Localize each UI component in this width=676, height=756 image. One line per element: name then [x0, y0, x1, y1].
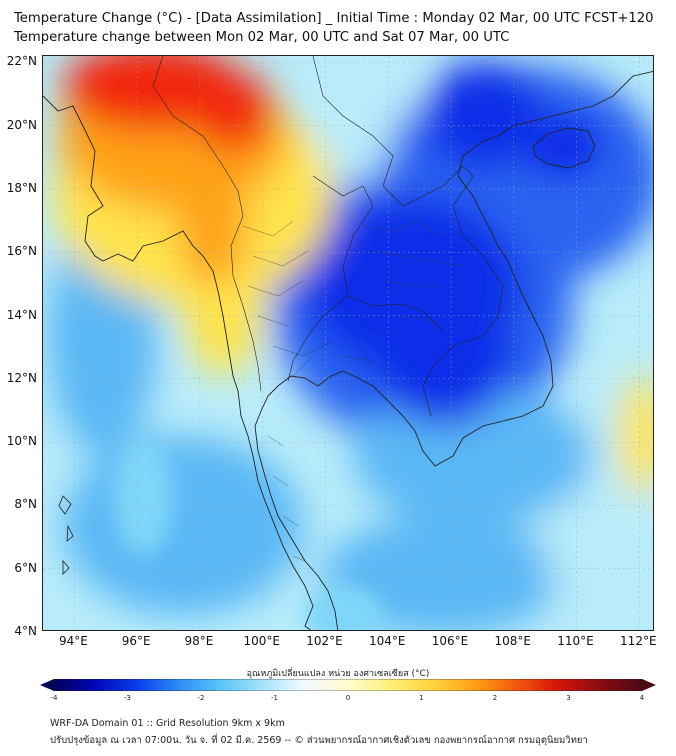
field-layer	[43, 56, 653, 630]
field-blob	[113, 436, 173, 556]
lat-tick-label: 10°N	[6, 434, 37, 449]
colorbar-label: อุณหภูมิเปลี่ยนแปลง หน่วย องศาเซลเซียส (…	[246, 669, 430, 679]
field-blob	[178, 166, 248, 286]
colorbar-bar	[53, 679, 643, 691]
lon-tick-label: 94°E	[58, 634, 88, 648]
coastline-island	[58, 495, 74, 575]
colorbar-tick-label: 2	[492, 694, 498, 702]
colorbar-tick-label: -3	[124, 694, 131, 702]
lon-tick-label: 102°E	[306, 634, 343, 648]
lat-tick-label: 16°N	[6, 244, 37, 259]
lat-tick-label: 22°N	[6, 54, 37, 69]
lon-tick-label: 96°E	[121, 634, 151, 648]
colorbar-extend-high	[642, 679, 656, 691]
footer-credits: ปรับปรุงข้อมูล ณ เวลา 07:00น. วัน จ. ที่…	[50, 735, 588, 746]
lat-tick-label: 8°N	[14, 497, 37, 512]
field-blob	[111, 216, 191, 296]
lat-tick-label: 12°N	[6, 370, 37, 385]
lon-tick-label: 106°E	[431, 634, 469, 648]
field-blob	[63, 436, 303, 616]
field-blob	[618, 376, 653, 496]
map-subtitle: Temperature change between Mon 02 Mar, 0…	[14, 30, 510, 45]
coastlines-and-borders	[43, 56, 653, 630]
field-blob	[303, 586, 383, 630]
lon-tick-label: 112°E	[620, 634, 657, 648]
coastline-mainland	[43, 70, 653, 630]
colorbar-tick-label: -2	[197, 694, 205, 702]
field-blob	[353, 386, 593, 526]
map-title: Temperature Change (°C) - [Data Assimila…	[14, 11, 654, 26]
lat-tick-label: 20°N	[6, 117, 37, 132]
lon-tick-label: 110°E	[557, 634, 594, 648]
lat-tick-label: 18°N	[6, 180, 37, 195]
colorbar-tick-label: -4	[50, 694, 58, 702]
field-blob	[423, 61, 543, 171]
province-borders	[242, 220, 464, 562]
graticule	[43, 56, 653, 630]
lat-tick-label: 14°N	[6, 307, 37, 322]
lon-tick-label: 98°E	[184, 634, 214, 648]
lon-tick-label: 100°E	[243, 634, 280, 648]
lat-tick-label: 6°N	[14, 560, 37, 575]
field-blob	[323, 516, 563, 630]
colorbar-tick-label: -1	[271, 694, 278, 702]
colorbar-extend-low	[40, 679, 54, 691]
colorbar-tick-label: 4	[639, 694, 645, 702]
lon-tick-label: 108°E	[494, 634, 532, 648]
colorbar-tick-label: 1	[419, 694, 424, 702]
country-border	[152, 56, 504, 417]
field-blob	[541, 128, 585, 164]
colorbar-tick-label: 3	[566, 694, 571, 702]
field-blob	[193, 71, 273, 151]
colorbar	[40, 679, 656, 691]
temperature-change-field	[43, 56, 653, 630]
coastline-island	[532, 127, 596, 169]
lat-tick-label: 4°N	[14, 624, 37, 638]
map-area	[42, 55, 654, 631]
lon-tick-label: 104°E	[368, 634, 406, 648]
footer-model-info: WRF-DA Domain 01 :: Grid Resolution 9km …	[50, 718, 285, 729]
colorbar-tick-label: 0	[345, 694, 351, 702]
